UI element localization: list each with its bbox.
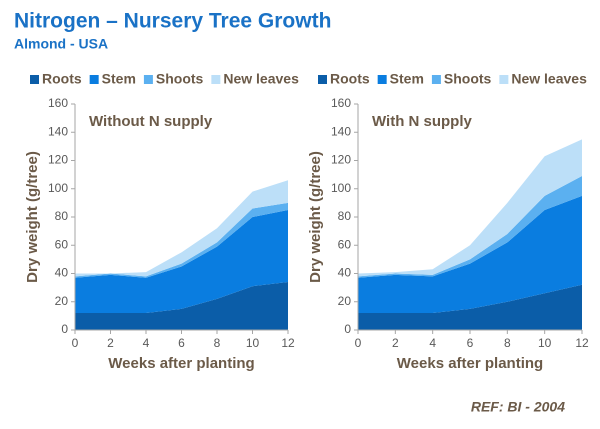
y-axis-label: Dry weight (g/tree) bbox=[24, 151, 41, 283]
y-tick-label: 80 bbox=[338, 209, 352, 223]
legend-label: New leaves bbox=[223, 71, 299, 87]
x-tick-label: 0 bbox=[72, 336, 79, 350]
y-tick-label: 80 bbox=[55, 209, 69, 223]
panel-title: Without N supply bbox=[89, 113, 213, 130]
x-axis-label: Weeks after planting bbox=[108, 355, 254, 372]
x-tick-label: 12 bbox=[575, 336, 589, 350]
x-tick-label: 0 bbox=[355, 336, 362, 350]
y-tick-label: 160 bbox=[331, 96, 351, 110]
area bbox=[75, 281, 288, 330]
y-tick-label: 60 bbox=[338, 237, 352, 251]
panel-title: With N supply bbox=[372, 113, 473, 130]
legend-swatch bbox=[211, 75, 221, 84]
x-tick-label: 4 bbox=[429, 336, 436, 350]
legend-label: Stem bbox=[390, 71, 424, 87]
legend-swatch bbox=[89, 75, 99, 84]
page-subtitle: Almond - USA bbox=[14, 36, 108, 52]
legend-swatch bbox=[499, 75, 509, 84]
legend-swatch bbox=[431, 75, 441, 84]
x-tick-label: 6 bbox=[178, 336, 185, 350]
y-tick-label: 140 bbox=[331, 124, 351, 138]
x-tick-label: 6 bbox=[467, 336, 474, 350]
y-tick-label: 0 bbox=[344, 322, 351, 336]
legend-swatch bbox=[143, 75, 153, 84]
x-tick-label: 8 bbox=[504, 336, 511, 350]
y-tick-label: 20 bbox=[338, 294, 352, 308]
area bbox=[358, 139, 582, 277]
area bbox=[358, 195, 582, 314]
y-tick-label: 100 bbox=[331, 181, 351, 195]
y-axis-label: Dry weight (g/tree) bbox=[307, 151, 324, 283]
x-tick-label: 12 bbox=[281, 336, 295, 350]
y-tick-label: 100 bbox=[48, 181, 68, 195]
legend-label: Shoots bbox=[156, 71, 204, 87]
area bbox=[75, 180, 288, 277]
y-tick-label: 120 bbox=[331, 153, 351, 167]
y-tick-label: 40 bbox=[338, 266, 352, 280]
reference: REF: BI - 2004 bbox=[471, 399, 565, 415]
legend-label: Roots bbox=[42, 71, 82, 87]
area bbox=[358, 284, 582, 330]
legend-label: Shoots bbox=[444, 71, 492, 87]
legend-label: Roots bbox=[330, 71, 370, 87]
y-tick-label: 60 bbox=[55, 237, 69, 251]
x-tick-label: 10 bbox=[538, 336, 552, 350]
legend-swatch bbox=[377, 75, 387, 84]
y-tick-label: 0 bbox=[61, 322, 68, 336]
y-tick-label: 160 bbox=[48, 96, 68, 110]
legend-swatch bbox=[30, 75, 39, 84]
y-tick-label: 20 bbox=[55, 294, 69, 308]
x-tick-label: 10 bbox=[246, 336, 260, 350]
area bbox=[75, 209, 288, 314]
x-tick-label: 2 bbox=[107, 336, 114, 350]
y-tick-label: 140 bbox=[48, 124, 68, 138]
x-tick-label: 4 bbox=[143, 336, 150, 350]
x-tick-label: 2 bbox=[392, 336, 399, 350]
legend-label: New leaves bbox=[511, 71, 587, 87]
page-title: Nitrogen – Nursery Tree Growth bbox=[14, 10, 331, 33]
legend-swatch bbox=[318, 75, 327, 84]
x-axis-label: Weeks after planting bbox=[397, 355, 543, 372]
y-tick-label: 120 bbox=[48, 153, 68, 167]
legend-label: Stem bbox=[102, 71, 136, 87]
area bbox=[75, 202, 288, 278]
x-tick-label: 8 bbox=[214, 336, 221, 350]
y-tick-label: 40 bbox=[55, 266, 69, 280]
